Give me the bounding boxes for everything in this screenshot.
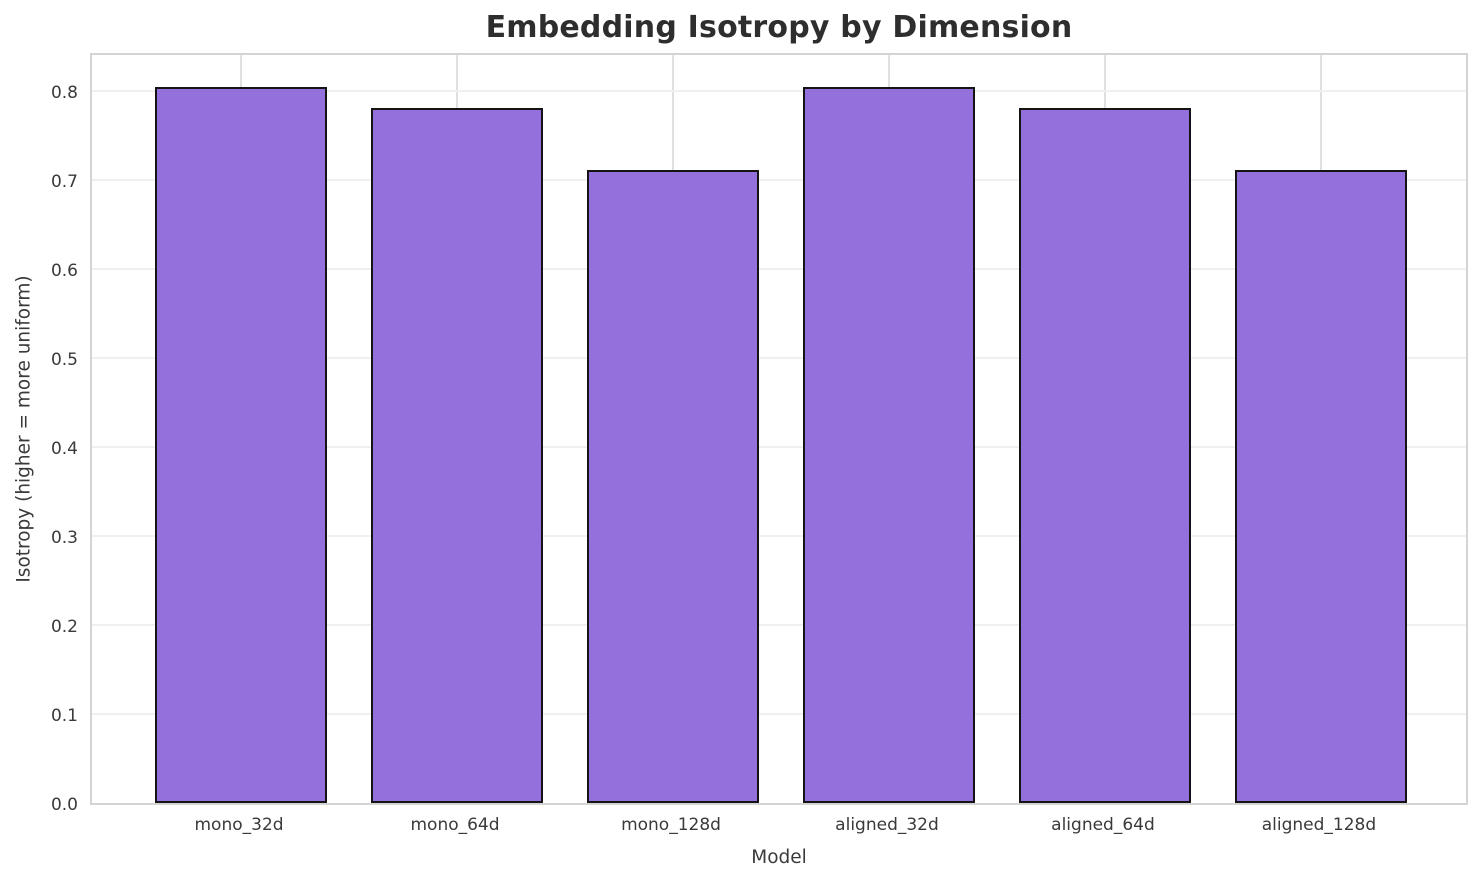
chart-title: Embedding Isotropy by Dimension — [485, 10, 1073, 45]
h-gridline — [92, 268, 1466, 271]
h-gridline — [92, 357, 1466, 360]
x-tick-label: mono_128d — [621, 815, 721, 835]
y-tick-label: 0.0 — [50, 795, 78, 815]
bar — [370, 107, 544, 803]
bar — [154, 86, 328, 803]
h-gridline — [92, 624, 1466, 627]
h-gridline — [92, 713, 1466, 716]
x-tick-label: aligned_32d — [835, 815, 939, 835]
y-tick-label: 0.7 — [50, 172, 78, 193]
h-gridline — [92, 446, 1466, 449]
x-axis-label: Model — [751, 847, 807, 868]
y-tick-label: 0.2 — [50, 617, 78, 637]
y-tick-label: 0.3 — [50, 528, 78, 549]
bar — [1234, 170, 1408, 803]
y-tick-label: 0.5 — [50, 350, 78, 371]
y-tick-label: 0.1 — [50, 706, 78, 726]
h-gridline — [92, 90, 1466, 93]
y-tick-label: 0.6 — [50, 261, 78, 282]
y-tick-label: 0.8 — [50, 83, 78, 104]
x-tick-label: aligned_128d — [1261, 815, 1377, 835]
x-tick-label: aligned_64d — [1051, 815, 1155, 835]
plot-area — [90, 53, 1468, 805]
x-tick-label: mono_32d — [194, 815, 284, 835]
bar — [802, 86, 976, 803]
bar — [1018, 107, 1192, 803]
x-tick-label: mono_64d — [410, 815, 500, 835]
bar — [586, 170, 760, 803]
h-gridline — [92, 179, 1466, 182]
h-gridline — [92, 535, 1466, 538]
y-tick-label: 0.4 — [50, 439, 78, 460]
